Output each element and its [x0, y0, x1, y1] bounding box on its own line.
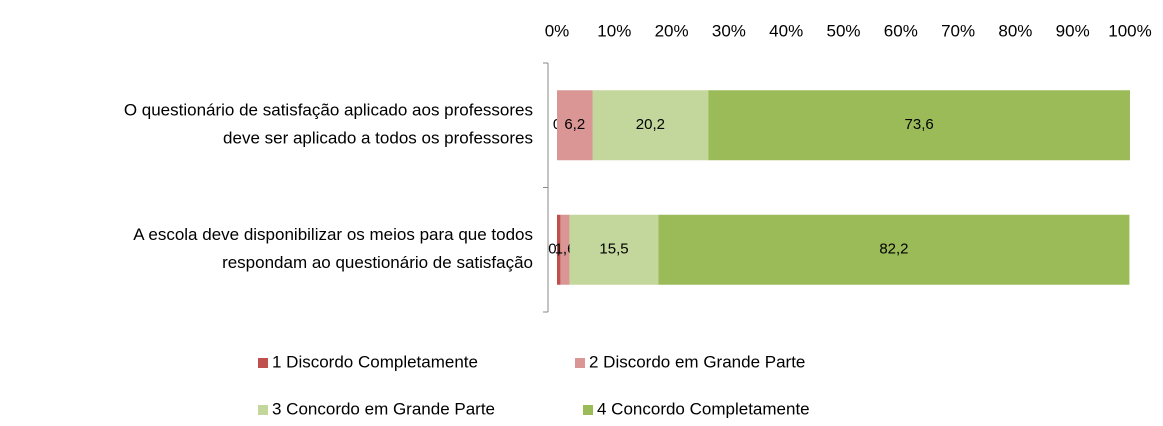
x-tick-label: 90% [1056, 21, 1090, 40]
bar-segment [592, 90, 709, 161]
value-label: 82,2 [879, 241, 908, 258]
legend-label: 4 Concordo Completamente [597, 399, 810, 418]
category-label: A escola deve disponibilizar os meios pa… [133, 225, 533, 272]
value-label: 15,5 [599, 241, 628, 258]
x-tick-label: 40% [769, 21, 803, 40]
x-tick-label: 80% [998, 21, 1032, 40]
value-label: 6,2 [564, 116, 585, 133]
x-tick-label: 100% [1108, 21, 1151, 40]
legend-label: 2 Discordo em Grande Parte [589, 352, 805, 371]
x-tick-label: 30% [712, 21, 746, 40]
x-tick-label: 0% [545, 21, 570, 40]
x-tick-label: 70% [941, 21, 975, 40]
value-label: 73,6 [905, 116, 934, 133]
legend-swatch [258, 358, 268, 368]
bar-segment [557, 90, 593, 161]
category-label: O questionário de satisfação aplicado ao… [124, 101, 533, 148]
legend-label: 3 Concordo em Grande Parte [272, 399, 495, 418]
legend-swatch [258, 405, 268, 415]
legend-label: 1 Discordo Completamente [272, 352, 478, 371]
bar-segment [658, 214, 1130, 285]
bar-segment [557, 214, 561, 285]
value-label: 20,2 [636, 116, 665, 133]
x-tick-label: 60% [884, 21, 918, 40]
bar-segment [708, 90, 1130, 161]
x-tick-label: 10% [597, 21, 631, 40]
legend-swatch [575, 358, 585, 368]
bar-segment [569, 214, 659, 285]
x-tick-label: 50% [826, 21, 860, 40]
x-tick-label: 20% [655, 21, 689, 40]
bar-segment [560, 214, 570, 285]
legend-swatch [583, 405, 593, 415]
